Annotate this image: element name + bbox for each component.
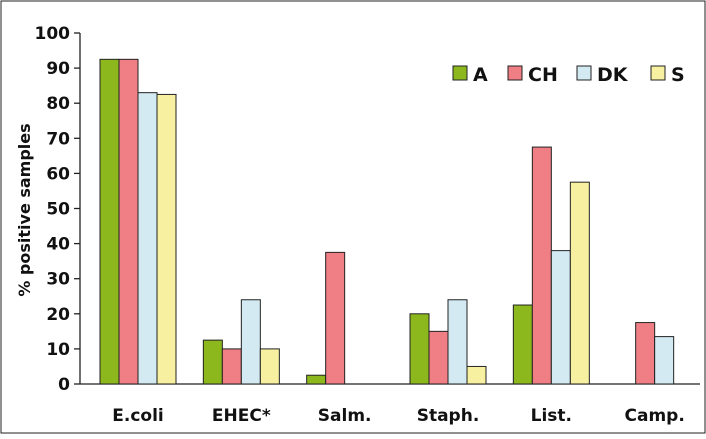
legend-swatch-ch <box>507 65 523 81</box>
bar-a-0 <box>99 58 120 385</box>
x-tick-label: E.coli <box>112 406 163 426</box>
x-tick-label: Staph. <box>417 406 480 426</box>
y-tick-label: 40 <box>46 235 70 255</box>
bar-ch-4 <box>531 146 552 385</box>
y-tick-label: 100 <box>35 24 71 44</box>
legend-swatch-a <box>452 65 468 81</box>
bar-s-3 <box>466 365 487 385</box>
y-tick-label: 70 <box>46 129 70 149</box>
legend-label-s: S <box>671 64 685 86</box>
x-tick-label: Camp. <box>625 406 685 426</box>
legend: A CH DK S <box>452 64 685 86</box>
bar-dk-4 <box>550 250 571 385</box>
y-tick-label: 10 <box>46 340 70 360</box>
bar-a-4 <box>512 304 533 385</box>
y-tick-label: 60 <box>46 164 70 184</box>
x-tick-label: List. <box>531 406 572 426</box>
legend-label-a: A <box>473 64 488 86</box>
bar-dk-1 <box>240 299 261 385</box>
bar-ch-5 <box>635 322 656 385</box>
bar-ch-0 <box>118 58 139 385</box>
x-tick-label: EHEC* <box>212 406 271 426</box>
y-tick-label: 0 <box>58 375 70 395</box>
bar-ch-2 <box>325 251 346 385</box>
bar-a-1 <box>202 339 223 385</box>
bar-ch-3 <box>428 330 449 385</box>
legend-swatch-dk <box>576 65 592 81</box>
bar-dk-5 <box>654 336 675 385</box>
plot-area: 0 10 20 30 40 50 60 70 80 90 100 E.coli EHEC* Salm. St… <box>35 24 700 426</box>
y-tick-label: 30 <box>46 270 70 290</box>
bar-dk-0 <box>137 92 158 385</box>
y-axis-label: % positive samples <box>15 123 34 296</box>
bar-s-0 <box>156 93 177 385</box>
bar-s-1 <box>259 348 280 385</box>
bar-a-2 <box>306 374 327 385</box>
legend-label-ch: CH <box>528 64 558 86</box>
y-tick-label: 80 <box>46 94 70 114</box>
bar-a-3 <box>409 313 430 385</box>
x-tick-label: Salm. <box>318 406 372 426</box>
legend-label-dk: DK <box>597 64 629 86</box>
bar-s-4 <box>569 181 590 385</box>
bar-dk-3 <box>447 299 468 385</box>
bar-ch-1 <box>221 348 242 385</box>
y-tick-label: 20 <box>46 305 70 325</box>
y-tick-label: 50 <box>46 200 70 220</box>
legend-swatch-s <box>650 65 666 81</box>
y-tick-label: 90 <box>46 59 70 79</box>
